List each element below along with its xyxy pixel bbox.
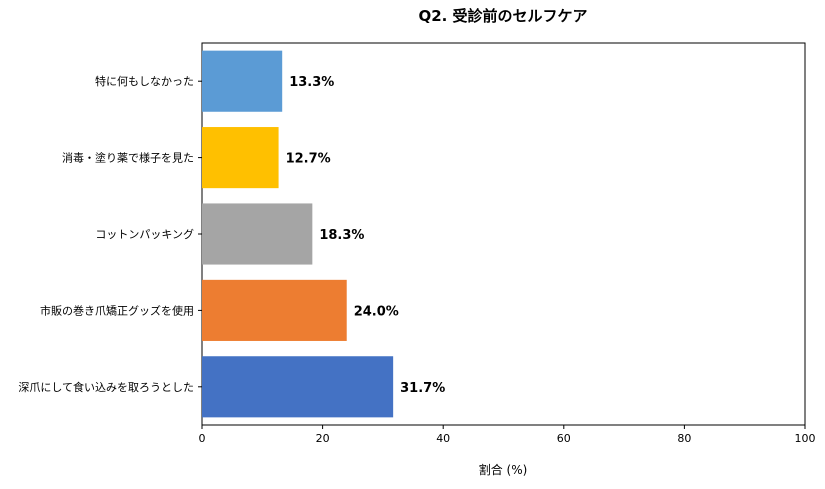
bars-group: 13.3% 12.7% 18.3% 24.0% 31.7% bbox=[202, 50, 445, 418]
bar bbox=[202, 50, 283, 112]
bar bbox=[202, 203, 313, 265]
bar bbox=[202, 279, 347, 341]
x-tick-label: 0 bbox=[199, 432, 206, 445]
chart-title: Q2. 受診前のセルフケア bbox=[418, 7, 587, 25]
bar bbox=[202, 127, 279, 189]
x-tick-label: 80 bbox=[677, 432, 691, 445]
category-label: 深爪にして食い込みを取ろうとした bbox=[18, 380, 194, 394]
value-label: 12.7% bbox=[286, 152, 331, 167]
x-tick-label: 40 bbox=[436, 432, 450, 445]
value-label: 13.3% bbox=[289, 75, 334, 90]
category-label: 消毒・塗り薬で様子を見た bbox=[62, 151, 194, 165]
x-tick-label: 100 bbox=[795, 432, 816, 445]
bar bbox=[202, 356, 394, 418]
category-label: 市販の巻き爪矯正グッズを使用 bbox=[40, 303, 194, 317]
x-tick-label: 20 bbox=[316, 432, 330, 445]
category-label: コットンパッキング bbox=[95, 227, 194, 241]
value-label: 31.7% bbox=[400, 381, 445, 396]
value-label: 18.3% bbox=[319, 228, 364, 243]
value-label: 24.0% bbox=[354, 304, 399, 319]
category-label: 特に何もしなかった bbox=[95, 74, 194, 88]
x-axis-label: 割合 (%) bbox=[479, 462, 528, 477]
y-axis-categories: 特に何もしなかった消毒・塗り薬で様子を見たコットンパッキング市販の巻き爪矯正グッ… bbox=[18, 74, 202, 394]
x-axis-ticks: 0 20 40 60 80 100 bbox=[199, 425, 816, 445]
x-tick-label: 60 bbox=[557, 432, 571, 445]
